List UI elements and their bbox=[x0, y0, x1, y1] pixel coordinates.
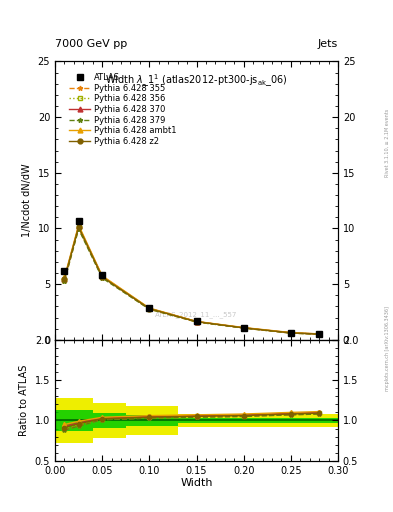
Text: Rivet 3.1.10, ≥ 2.1M events: Rivet 3.1.10, ≥ 2.1M events bbox=[385, 109, 390, 178]
Y-axis label: 1/Ncdot dN/dW: 1/Ncdot dN/dW bbox=[22, 164, 32, 238]
Pythia 6.428 370 bbox=[317, 331, 321, 337]
Y-axis label: Ratio to ATLAS: Ratio to ATLAS bbox=[19, 365, 29, 436]
Pythia 6.428 355 bbox=[147, 306, 152, 312]
Pythia 6.428 379 bbox=[147, 306, 152, 312]
Pythia 6.428 355 bbox=[288, 330, 293, 336]
ATLAS bbox=[62, 268, 67, 274]
Pythia 6.428 z2 bbox=[317, 331, 321, 337]
ATLAS bbox=[100, 271, 105, 278]
Pythia 6.428 z2 bbox=[241, 325, 246, 331]
Pythia 6.428 370 bbox=[62, 275, 67, 282]
Line: Pythia 6.428 z2: Pythia 6.428 z2 bbox=[62, 224, 321, 336]
Legend: ATLAS, Pythia 6.428 355, Pythia 6.428 356, Pythia 6.428 370, Pythia 6.428 379, P: ATLAS, Pythia 6.428 355, Pythia 6.428 35… bbox=[68, 71, 178, 147]
Pythia 6.428 379 bbox=[241, 325, 246, 331]
ATLAS bbox=[147, 305, 152, 311]
Pythia 6.428 356 bbox=[147, 306, 152, 312]
Pythia 6.428 379 bbox=[100, 275, 105, 281]
Pythia 6.428 355 bbox=[76, 225, 81, 231]
Pythia 6.428 z2 bbox=[76, 224, 81, 230]
Line: Pythia 6.428 379: Pythia 6.428 379 bbox=[62, 227, 321, 337]
Pythia 6.428 355 bbox=[241, 325, 246, 331]
Pythia 6.428 ambt1 bbox=[147, 305, 152, 311]
Pythia 6.428 z2 bbox=[147, 306, 152, 312]
Pythia 6.428 ambt1 bbox=[288, 330, 293, 336]
Pythia 6.428 379 bbox=[76, 226, 81, 232]
Pythia 6.428 z2 bbox=[288, 330, 293, 336]
Pythia 6.428 370 bbox=[194, 318, 199, 325]
Pythia 6.428 356 bbox=[288, 330, 293, 336]
Pythia 6.428 ambt1 bbox=[194, 318, 199, 325]
Text: 7000 GeV pp: 7000 GeV pp bbox=[55, 38, 127, 49]
Pythia 6.428 ambt1 bbox=[76, 222, 81, 228]
Pythia 6.428 355 bbox=[317, 331, 321, 337]
Line: Pythia 6.428 355: Pythia 6.428 355 bbox=[62, 226, 321, 337]
ATLAS bbox=[317, 331, 321, 337]
Pythia 6.428 379 bbox=[62, 278, 67, 284]
Pythia 6.428 ambt1 bbox=[241, 325, 246, 331]
Line: Pythia 6.428 370: Pythia 6.428 370 bbox=[62, 224, 321, 336]
Text: ATLAS_2012_11_..._557: ATLAS_2012_11_..._557 bbox=[155, 311, 238, 317]
Pythia 6.428 370 bbox=[76, 223, 81, 229]
Pythia 6.428 379 bbox=[317, 331, 321, 337]
Pythia 6.428 379 bbox=[194, 319, 199, 325]
Pythia 6.428 z2 bbox=[62, 276, 67, 282]
Line: Pythia 6.428 ambt1: Pythia 6.428 ambt1 bbox=[62, 223, 321, 336]
Text: Jets: Jets bbox=[318, 38, 338, 49]
ATLAS bbox=[76, 218, 81, 224]
Pythia 6.428 356 bbox=[241, 325, 246, 331]
Pythia 6.428 ambt1 bbox=[100, 273, 105, 279]
X-axis label: Width: Width bbox=[180, 478, 213, 488]
ATLAS bbox=[288, 330, 293, 336]
Pythia 6.428 355 bbox=[62, 278, 67, 284]
Text: mcplots.cern.ch [arXiv:1306.3436]: mcplots.cern.ch [arXiv:1306.3436] bbox=[385, 306, 390, 391]
Pythia 6.428 356 bbox=[76, 224, 81, 230]
ATLAS bbox=[194, 318, 199, 325]
Pythia 6.428 370 bbox=[288, 330, 293, 336]
Pythia 6.428 355 bbox=[194, 319, 199, 325]
Pythia 6.428 370 bbox=[147, 305, 152, 311]
Pythia 6.428 z2 bbox=[194, 318, 199, 325]
Pythia 6.428 356 bbox=[317, 331, 321, 337]
Pythia 6.428 356 bbox=[100, 274, 105, 280]
Pythia 6.428 356 bbox=[62, 276, 67, 283]
Line: Pythia 6.428 356: Pythia 6.428 356 bbox=[62, 225, 321, 336]
Pythia 6.428 z2 bbox=[100, 274, 105, 280]
Pythia 6.428 356 bbox=[194, 318, 199, 325]
Pythia 6.428 379 bbox=[288, 330, 293, 336]
Pythia 6.428 370 bbox=[100, 273, 105, 280]
ATLAS bbox=[241, 325, 246, 331]
Pythia 6.428 370 bbox=[241, 325, 246, 331]
Text: Width $\lambda\_1^1$ (atlas2012-pt300-js$_\mathrm{ak}$_06): Width $\lambda\_1^1$ (atlas2012-pt300-js… bbox=[105, 73, 288, 89]
Line: ATLAS: ATLAS bbox=[61, 217, 323, 337]
Pythia 6.428 355 bbox=[100, 274, 105, 281]
Pythia 6.428 ambt1 bbox=[62, 274, 67, 281]
Pythia 6.428 ambt1 bbox=[317, 331, 321, 337]
